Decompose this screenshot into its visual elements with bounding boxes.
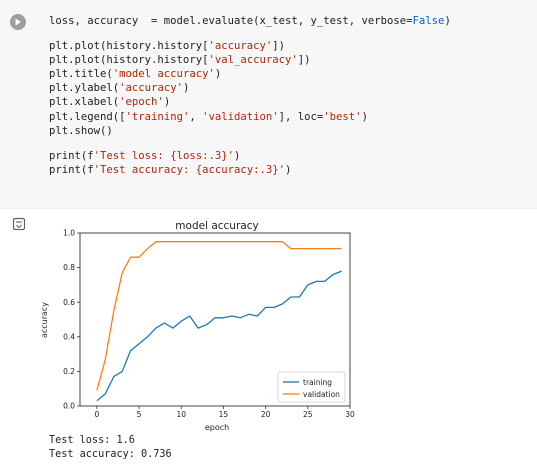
code-cell[interactable]: loss, accuracy = model.evaluate(x_test, … (0, 0, 537, 209)
legend: training validation (277, 371, 346, 403)
series-line-validation (96, 241, 342, 391)
axis-ticks: 0 5 10 15 20 25 30 0.0 0.2 0.4 0.6 0.8 1.0 (63, 229, 355, 419)
legend-training-label: training (303, 378, 332, 387)
x-tick-label: 5 (137, 410, 142, 419)
code-line-show: plt.show() (49, 124, 113, 137)
code-editor[interactable]: loss, accuracy = model.evaluate(x_test, … (49, 14, 451, 177)
series-line-training (96, 270, 342, 402)
y-axis-label: accuracy (40, 302, 49, 338)
test-accuracy-output: Test accuracy: 0.736 (49, 449, 172, 460)
plot-area (79, 232, 351, 407)
code-line-print-loss: print(f'Test loss: {loss:.3}') (49, 149, 241, 162)
output-toggle-icon[interactable] (12, 216, 26, 231)
chart-title: model accuracy (175, 220, 258, 232)
code-line-plot-accuracy: plt.plot(history.history['accuracy']) (49, 39, 285, 52)
play-icon (15, 18, 21, 26)
y-tick-label: 0.4 (63, 332, 75, 341)
legend-validation-label: validation (303, 390, 340, 399)
x-tick-label: 15 (219, 410, 229, 419)
series-lines (96, 241, 342, 402)
y-tick-label: 0.0 (63, 402, 75, 411)
accuracy-chart: model accuracy 0 5 10 15 20 25 300.00.20.40.60… (40, 220, 355, 432)
x-tick-label: 0 (94, 410, 99, 419)
y-tick-label: 1.0 (63, 229, 75, 238)
code-line-print-accuracy: print(f'Test accuracy: {accuracy:.3}') (49, 163, 292, 176)
code-line-xlabel: plt.xlabel('epoch') (49, 96, 171, 109)
x-tick-label: 10 (176, 410, 186, 419)
y-tick-label: 0.6 (63, 298, 75, 307)
code-line-evaluate: loss, accuracy = model.evaluate(x_test, … (49, 15, 451, 27)
x-tick-label: 25 (303, 410, 313, 419)
cell-output-text: Test loss: 1.6 Test accuracy: 0.736 (49, 434, 172, 462)
x-axis-label: epoch (205, 423, 229, 432)
code-line-plot-val-accuracy: plt.plot(history.history['val_accuracy']… (49, 53, 311, 66)
code-line-ylabel: plt.ylabel('accuracy') (49, 82, 190, 95)
test-loss-output: Test loss: 1.6 (49, 435, 135, 446)
x-tick-label: 20 (261, 410, 271, 419)
code-line-legend: plt.legend(['training', 'validation'], l… (49, 110, 368, 123)
x-tick-label: 30 (345, 410, 355, 419)
y-tick-label: 0.2 (63, 367, 75, 376)
run-cell-button[interactable] (10, 14, 26, 30)
code-line-title: plt.title('model accuracy') (49, 68, 222, 81)
y-tick-label: 0.8 (63, 263, 75, 272)
